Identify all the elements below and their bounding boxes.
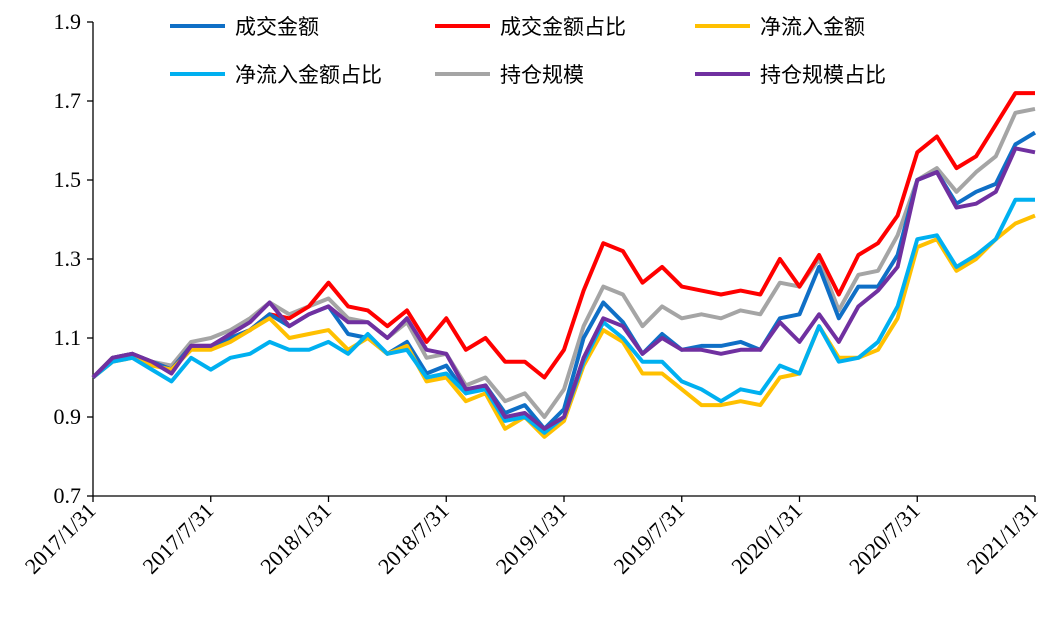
y-tick-label: 1.7 (54, 88, 82, 113)
legend-item: 净流入金额 (695, 15, 865, 39)
series-line-4 (91, 106, 1036, 419)
x-tick-label: 2019/1/31 (491, 498, 572, 579)
legend-item: 持仓规模占比 (695, 63, 886, 87)
axes: 0.7 0.9 1.1 1.3 1.5 1.7 1.9 2017/1/31 2017/7/31 2… (20, 9, 1043, 579)
legend-label: 成交金额 (235, 15, 319, 39)
y-tick-label: 1.9 (54, 9, 82, 34)
x-tick-label: 2020/7/31 (844, 498, 925, 579)
legend-item: 成交金额 (170, 15, 319, 39)
series-line-5 (91, 146, 1036, 431)
series-line-2 (91, 213, 1036, 439)
legend-item: 成交金额占比 (435, 15, 626, 39)
x-tick-label: 2018/7/31 (373, 498, 454, 579)
legend-label: 成交金额占比 (500, 15, 626, 39)
y-tick-label: 0.7 (54, 483, 82, 508)
legend-label: 净流入金额占比 (235, 63, 382, 87)
series-lines (91, 91, 1037, 439)
legend-item: 持仓规模 (435, 63, 584, 87)
legend-label: 净流入金额 (760, 15, 865, 39)
x-tick-label: 2017/1/31 (20, 498, 101, 579)
series-line-3 (91, 197, 1035, 435)
y-tick-label: 1.3 (54, 246, 82, 271)
legend-label: 持仓规模占比 (760, 63, 886, 87)
y-tick-label: 1.5 (54, 167, 82, 192)
x-tick-label: 2019/7/31 (609, 498, 690, 579)
legend-item: 净流入金额占比 (170, 63, 382, 87)
x-tick-label: 2018/1/31 (255, 498, 336, 579)
x-tick-label: 2021/1/31 (962, 498, 1043, 579)
y-tick-label: 0.9 (54, 404, 82, 429)
x-tick-label: 2020/1/31 (726, 498, 807, 579)
y-tick-label: 1.1 (54, 325, 82, 350)
x-tick-label: 2017/7/31 (138, 498, 219, 579)
legend-label: 持仓规模 (500, 63, 584, 87)
